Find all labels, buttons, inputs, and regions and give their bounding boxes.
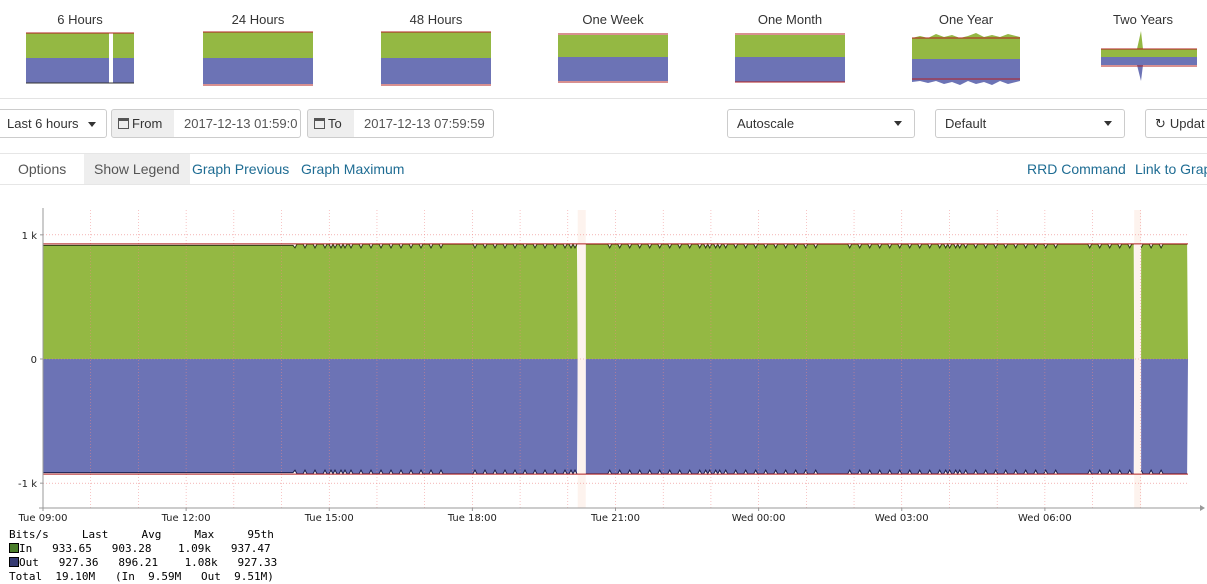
time-toolbar: Last 6 hours From 2017-12-13 01:59:0 To … <box>0 104 1207 146</box>
x-tick-label: Tue 18:00 <box>447 513 497 524</box>
thumb-graph-6-hours <box>26 29 134 87</box>
x-axis-arrow <box>1200 505 1205 511</box>
legend-header: Bits/s Last Avg Max 95th <box>9 528 274 541</box>
thumb-label: 6 Hours <box>57 12 103 27</box>
from-date-input[interactable]: 2017-12-13 01:59:0 <box>174 109 301 138</box>
chevron-down-icon <box>1104 121 1112 126</box>
style-select[interactable]: Default <box>935 109 1125 138</box>
scale-select-value: Autoscale <box>737 116 795 131</box>
chevron-down-icon <box>88 122 97 128</box>
y-tick-label: 0 <box>31 355 37 366</box>
thumb-one-year[interactable]: One Year <box>896 0 1036 87</box>
series-out-area <box>43 359 578 474</box>
from-date-value: 2017-12-13 01:59:0 <box>184 116 298 131</box>
data-gap <box>577 210 586 508</box>
thumb-graph-two-years <box>1101 31 1197 81</box>
to-label: To <box>328 116 342 131</box>
rrd-command-link[interactable]: RRD Command <box>1027 161 1126 177</box>
show-legend-button[interactable]: Show Legend <box>84 154 190 184</box>
thumb-graph-48-hours <box>381 31 491 86</box>
thumb-label: One Year <box>938 12 994 27</box>
thumb-label: 48 Hours <box>409 12 463 27</box>
thumb-one-month[interactable]: One Month <box>720 0 860 87</box>
chevron-down-icon <box>894 121 902 126</box>
traffic-graph: 1 k 0 -1 k Tue 09:00 Tue 12:00 Tue 15:00 Tue 1… <box>17 208 1205 524</box>
thumb-label: 24 Hours <box>231 12 285 27</box>
legend-swatch-in <box>9 543 19 553</box>
thumb-48-hours[interactable]: 48 Hours <box>366 0 506 87</box>
graph-previous-link[interactable]: Graph Previous <box>192 161 290 177</box>
thumb-graph-one-month <box>735 33 845 83</box>
x-tick-label: Tue 15:00 <box>304 513 354 524</box>
thumb-label: One Month <box>757 12 823 27</box>
from-addon: From <box>111 109 175 138</box>
x-tick-label: Wed 06:00 <box>1018 513 1072 524</box>
graph-legend: Bits/s Last Avg Max 95th In 933.65 903.2… <box>9 528 277 584</box>
thumb-6-hours[interactable]: 6 Hours <box>10 0 150 87</box>
calendar-icon <box>314 118 325 129</box>
graph-maximum-link[interactable]: Graph Maximum <box>301 161 405 177</box>
update-label: Updat <box>1169 116 1205 131</box>
calendar-icon <box>118 118 129 129</box>
thumb-label: Two Years <box>1113 12 1173 27</box>
legend-row-in: In 933.65 903.28 1.09k 937.47 <box>19 542 271 555</box>
thumb-24-hours[interactable]: 24 Hours <box>188 0 328 87</box>
update-button[interactable]: ↻ Updat <box>1145 109 1207 138</box>
series-out-area <box>585 359 1135 474</box>
options-title: Options <box>18 161 67 177</box>
legend-swatch-out <box>9 557 19 567</box>
thumb-two-years[interactable]: Two Years <box>1073 0 1207 87</box>
x-tick-label: Tue 21:00 <box>590 513 640 524</box>
thumb-one-week[interactable]: One Week <box>543 0 683 87</box>
legend-row-out: Out 927.36 896.21 1.08k 927.33 <box>19 556 278 569</box>
to-date-value: 2017-12-13 07:59:59 <box>364 116 485 131</box>
series-in-area <box>585 244 1135 359</box>
thumb-graph-one-year <box>912 33 1020 85</box>
y-tick-label: -1 k <box>18 479 37 490</box>
period-label: Last 6 hours <box>7 116 79 131</box>
series-out-area <box>1141 359 1188 474</box>
legend-total: Total 19.10M (In 9.59M Out 9.51M) <box>9 570 274 583</box>
from-label: From <box>132 116 163 131</box>
x-tick-label: Wed 03:00 <box>875 513 929 524</box>
style-select-value: Default <box>945 116 987 131</box>
data-gap <box>1134 210 1142 508</box>
series-in-area <box>43 244 578 359</box>
timespan-thumbnails: 6 Hours 24 Hours 48 Hours One Week <box>0 0 1207 99</box>
refresh-icon: ↻ <box>1155 116 1166 131</box>
x-tick-label: Tue 09:00 <box>17 513 67 524</box>
link-to-graph-link[interactable]: Link to Graph <box>1135 161 1207 177</box>
to-date-input[interactable]: 2017-12-13 07:59:59 <box>354 109 494 138</box>
scale-select[interactable]: Autoscale <box>727 109 915 138</box>
thumb-graph-24-hours <box>203 31 313 86</box>
y-tick-label: 1 k <box>22 231 38 242</box>
to-addon: To <box>307 109 355 138</box>
x-tick-label: Tue 12:00 <box>161 513 211 524</box>
options-bar: Options Show Legend Graph Previous Graph… <box>0 153 1207 185</box>
series-in-area <box>1141 244 1188 359</box>
thumb-label: One Week <box>582 12 644 27</box>
x-tick-label: Wed 00:00 <box>732 513 786 524</box>
thumb-graph-one-week <box>558 33 668 83</box>
period-dropdown[interactable]: Last 6 hours <box>0 109 107 138</box>
